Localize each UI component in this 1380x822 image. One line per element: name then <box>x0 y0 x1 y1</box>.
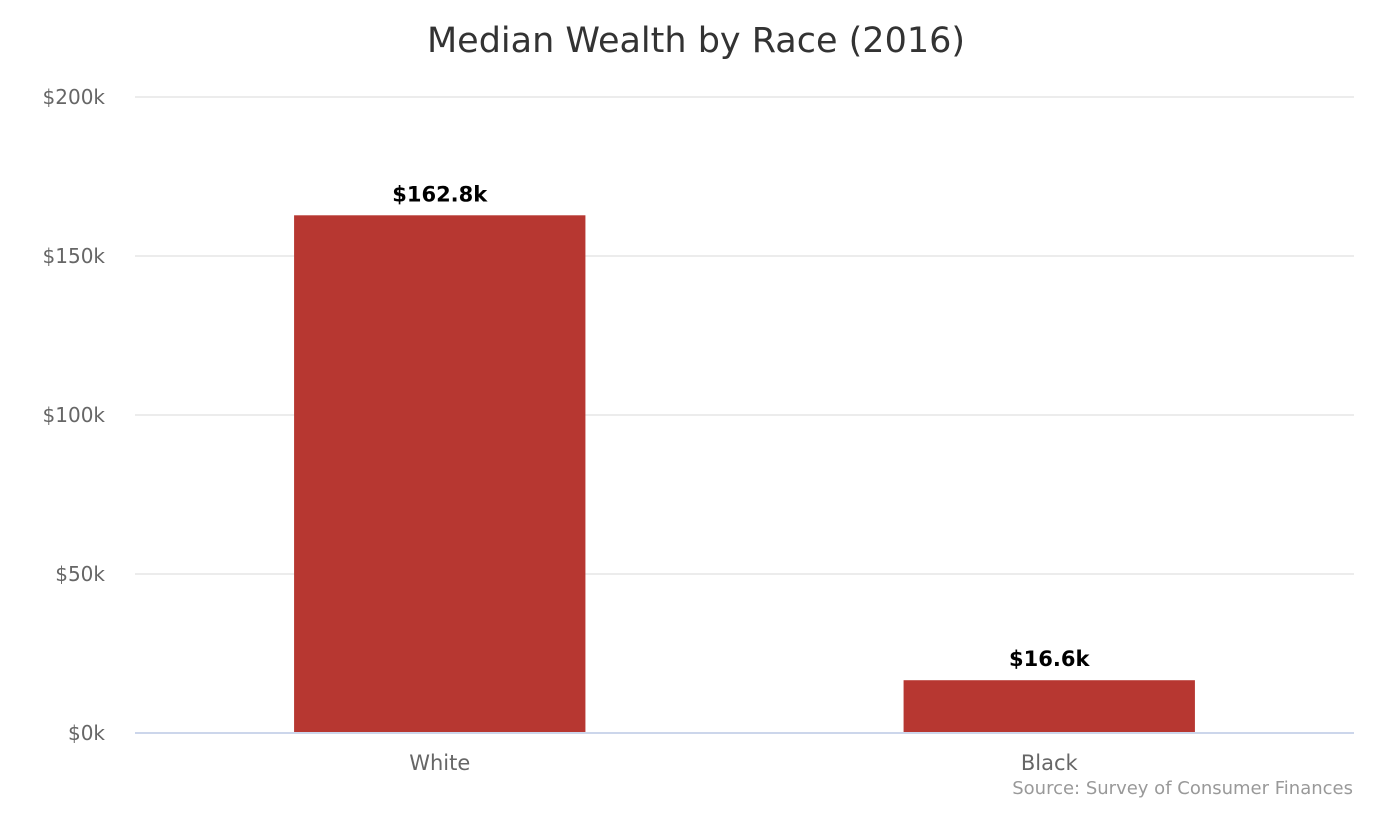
y-tick-label: $150k <box>43 244 106 268</box>
data-label: $162.8k <box>392 182 488 206</box>
x-category-label: Black <box>1021 751 1079 775</box>
bar-white <box>294 215 586 733</box>
y-tick-label: $0k <box>68 721 105 745</box>
y-tick-label: $50k <box>55 562 105 586</box>
bar-black <box>903 680 1195 733</box>
source-credit: Source: Survey of Consumer Finances <box>1012 778 1353 799</box>
y-tick-label: $200k <box>43 85 106 109</box>
data-label: $16.6k <box>1009 647 1090 671</box>
bars <box>294 215 1195 733</box>
y-tick-label: $100k <box>43 403 106 427</box>
data-labels: $162.8k $16.6k <box>392 182 1090 671</box>
chart-title: Median Wealth by Race (2016) <box>427 21 965 61</box>
x-axis-categories: White Black <box>409 751 1078 775</box>
x-category-label: White <box>409 751 470 775</box>
y-axis-ticks: $0k $50k $100k $150k $200k <box>43 85 106 745</box>
